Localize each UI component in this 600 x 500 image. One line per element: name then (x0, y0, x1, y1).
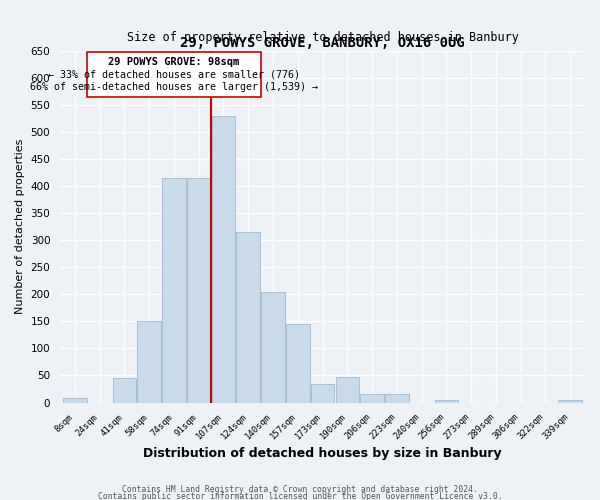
Bar (113, 378, 136, 402)
Bar (137, 322, 161, 402)
Bar (434, 400, 458, 402)
Bar (360, 394, 384, 402)
FancyBboxPatch shape (87, 52, 260, 96)
Bar (261, 292, 285, 403)
Text: 66% of semi-detached houses are larger (1,539) →: 66% of semi-detached houses are larger (… (30, 82, 318, 92)
X-axis label: Distribution of detached houses by size in Banbury: Distribution of detached houses by size … (143, 447, 502, 460)
Bar (63, 398, 86, 402)
Bar (212, 116, 235, 403)
Y-axis label: Number of detached properties: Number of detached properties (15, 139, 25, 314)
Title: 29, POWYS GROVE, BANBURY, OX16 0UG: 29, POWYS GROVE, BANBURY, OX16 0UG (180, 36, 465, 50)
Bar (187, 178, 211, 402)
Bar (162, 178, 185, 402)
Bar (335, 376, 359, 402)
Bar (385, 394, 409, 402)
Text: Contains public sector information licensed under the Open Government Licence v3: Contains public sector information licen… (98, 492, 502, 500)
Bar (311, 384, 334, 402)
Text: 29 POWYS GROVE: 98sqm: 29 POWYS GROVE: 98sqm (109, 56, 239, 66)
Text: ← 33% of detached houses are smaller (776): ← 33% of detached houses are smaller (77… (48, 69, 300, 79)
Bar (236, 232, 260, 402)
Text: Size of property relative to detached houses in Banbury: Size of property relative to detached ho… (127, 30, 518, 44)
Text: Contains HM Land Registry data © Crown copyright and database right 2024.: Contains HM Land Registry data © Crown c… (122, 486, 478, 494)
Bar (286, 324, 310, 402)
Bar (559, 400, 582, 402)
